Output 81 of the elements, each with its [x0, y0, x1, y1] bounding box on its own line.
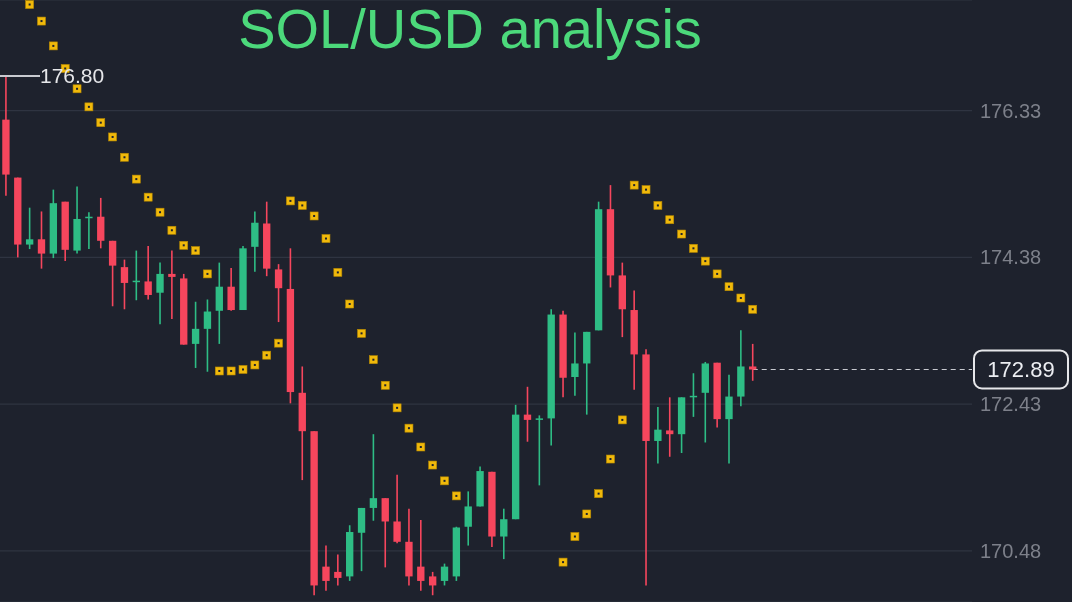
point [404, 423, 414, 433]
candlestick [666, 396, 674, 458]
point [96, 118, 106, 127]
ref-line-label: 172.89 [987, 357, 1055, 383]
candlestick [25, 206, 34, 250]
candlestick [37, 210, 46, 270]
point [428, 460, 437, 470]
point [167, 225, 177, 235]
candlestick [654, 406, 662, 465]
candlestick [725, 373, 733, 465]
candlestick [417, 519, 425, 592]
point [606, 454, 615, 464]
point [380, 380, 390, 390]
point [238, 365, 248, 374]
candlestick [535, 414, 544, 487]
point [653, 201, 663, 210]
candlestick [334, 553, 342, 587]
point [392, 403, 402, 413]
point [132, 174, 141, 184]
point [736, 293, 746, 303]
point [712, 269, 722, 279]
point [49, 41, 58, 51]
point [214, 366, 224, 376]
point [143, 192, 153, 202]
y-tick-label: 174.38 [980, 246, 1042, 269]
candlestick [144, 245, 152, 301]
point [262, 350, 272, 360]
point [84, 102, 94, 112]
chart-title: SOL/USD analysis [237, 0, 703, 61]
point [226, 366, 236, 376]
point [748, 304, 758, 314]
candlestick [168, 249, 176, 320]
point [120, 152, 129, 162]
y-tick-label: 170.48 [980, 539, 1042, 562]
y-tick-label: 172.43 [980, 393, 1042, 416]
point [582, 509, 592, 519]
candlestick [369, 433, 378, 522]
point [321, 234, 331, 243]
candlestick [464, 490, 472, 547]
candlestick [381, 497, 389, 569]
candlestick [749, 343, 757, 382]
point [108, 132, 117, 142]
point [37, 16, 46, 26]
point [641, 185, 651, 194]
point [297, 201, 307, 210]
point [629, 180, 639, 190]
point [558, 557, 568, 567]
point [345, 299, 354, 309]
point [72, 84, 82, 94]
point [286, 196, 295, 206]
candlestick [156, 261, 164, 326]
candlestick [191, 300, 200, 369]
annotation: 176.80 [40, 64, 105, 88]
point [155, 207, 165, 217]
y-tick-label: 176.33 [980, 99, 1042, 122]
candlestick [440, 562, 449, 587]
candlestick [227, 267, 235, 312]
point [250, 360, 260, 370]
candlestick [571, 331, 579, 397]
point [724, 282, 734, 291]
candlestick [322, 544, 330, 592]
candlestick [203, 298, 212, 373]
point [179, 241, 189, 250]
candlestick [393, 474, 401, 545]
point [274, 338, 283, 348]
point [665, 215, 675, 225]
point [440, 476, 449, 486]
point [333, 268, 343, 277]
point [700, 256, 710, 266]
candlestick [120, 258, 129, 311]
candlestick [500, 507, 508, 560]
point [618, 415, 627, 425]
candlestick [523, 385, 532, 443]
point [416, 442, 426, 452]
point [309, 211, 319, 221]
point [203, 269, 212, 279]
candlestick [428, 571, 437, 597]
point [677, 229, 686, 239]
point [570, 532, 580, 541]
candlestick [274, 263, 283, 323]
point [452, 491, 461, 501]
